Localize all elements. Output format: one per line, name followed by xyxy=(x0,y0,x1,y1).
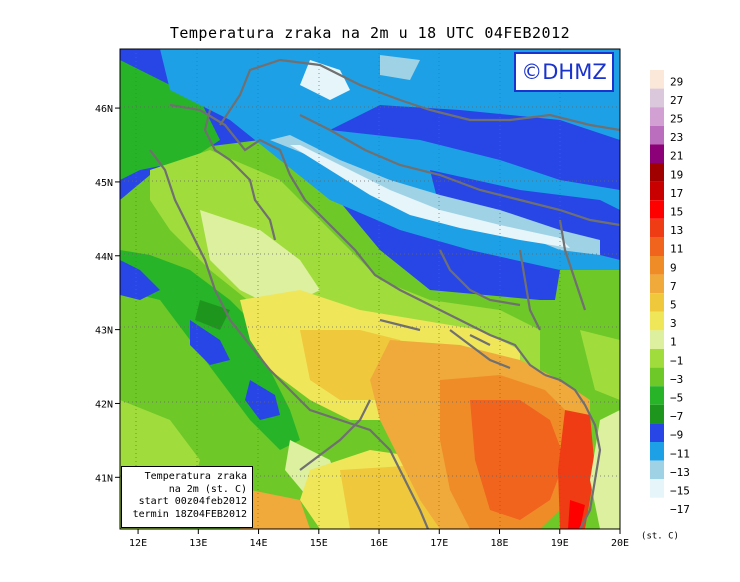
legend-label: 29 xyxy=(670,75,683,88)
legend-label: −17 xyxy=(670,503,690,516)
legend-label: −1 xyxy=(670,354,683,367)
legend-swatch xyxy=(650,386,664,405)
legend-label: 7 xyxy=(670,280,677,293)
legend-swatch xyxy=(650,125,664,145)
lon-tick-label: 19E xyxy=(551,538,569,549)
lon-tick-label: 12E xyxy=(129,538,147,549)
legend-swatch xyxy=(650,367,664,387)
latitude-ticks: 46N 45N 44N 43N 42N 41N xyxy=(95,104,120,484)
longitude-ticks: 12E 13E 14E 15E 16E 17E 18E 19E 20E xyxy=(129,529,629,549)
temperature-field xyxy=(120,49,620,529)
legend-label: −13 xyxy=(670,466,690,479)
legend-label: −5 xyxy=(670,392,683,405)
legend-label: 1 xyxy=(670,336,677,349)
map-frame xyxy=(119,48,621,530)
legend-label: −7 xyxy=(670,410,683,423)
legend-swatch xyxy=(650,311,664,331)
legend-label: 17 xyxy=(670,187,683,200)
legend-swatch xyxy=(650,200,664,219)
legend-label: −9 xyxy=(670,429,683,442)
info-line-4: termin 18Z04FEB2012 xyxy=(132,508,247,520)
legend-label: 27 xyxy=(670,94,683,107)
legend-swatch xyxy=(650,330,664,349)
legend-label: −15 xyxy=(670,485,690,498)
lon-tick-label: 20E xyxy=(611,538,629,549)
legend-label: −3 xyxy=(670,373,683,386)
legend-swatch xyxy=(650,144,664,163)
lat-tick-label: 43N xyxy=(95,326,113,337)
legend-swatch xyxy=(650,442,664,461)
lon-tick-label: 15E xyxy=(310,538,328,549)
legend-swatch xyxy=(650,497,664,517)
legend-label: 13 xyxy=(670,224,683,237)
lat-tick-label: 41N xyxy=(95,473,113,484)
legend-label: 19 xyxy=(670,168,683,181)
legend-swatch xyxy=(650,88,664,108)
legend-label: 21 xyxy=(670,150,683,163)
info-line-3: start 00z04feb2012 xyxy=(138,496,247,507)
legend-label: 3 xyxy=(670,317,677,330)
legend-unit: (st. C) xyxy=(641,531,679,541)
legend-swatch xyxy=(650,479,664,498)
legend-swatch xyxy=(650,237,664,256)
lat-tick-label: 42N xyxy=(95,399,113,410)
legend-swatch xyxy=(650,293,664,312)
lon-tick-label: 14E xyxy=(250,538,268,549)
lon-tick-label: 13E xyxy=(189,538,207,549)
legend-label: 23 xyxy=(670,131,683,144)
legend-swatch xyxy=(650,181,664,201)
coastlines xyxy=(149,58,620,529)
legend-swatch xyxy=(650,349,664,368)
map-title: Temperatura zraka na 2m u 18 UTC 04FEB20… xyxy=(169,24,571,42)
legend-label: −11 xyxy=(670,447,690,460)
lon-tick-label: 18E xyxy=(490,538,508,549)
legend-swatch xyxy=(650,256,664,275)
legend-swatch xyxy=(650,107,664,126)
legend-swatch xyxy=(650,218,664,238)
legend-label: 25 xyxy=(670,113,683,126)
legend-swatch xyxy=(650,404,664,424)
legend-label: 5 xyxy=(670,299,677,312)
info-box: Temperatura zraka na 2m (st. C) start 00… xyxy=(121,466,253,528)
lon-tick-label: 17E xyxy=(430,538,448,549)
legend-swatch xyxy=(650,423,664,442)
lon-tick-label: 16E xyxy=(370,538,388,549)
info-line-1: Temperatura zraka xyxy=(144,471,247,482)
legend-swatch xyxy=(650,460,664,480)
legend-label: 9 xyxy=(670,261,677,274)
legend-label: 15 xyxy=(670,206,683,219)
dhmz-logo: ©DHMZ xyxy=(514,52,614,92)
lat-tick-label: 44N xyxy=(95,252,113,263)
info-line-2: na 2m (st. C) xyxy=(168,483,247,495)
graticule xyxy=(120,49,620,529)
legend-swatch xyxy=(650,274,664,294)
legend-swatch xyxy=(650,163,664,182)
lat-tick-label: 45N xyxy=(95,178,113,189)
legend-swatch xyxy=(650,70,664,89)
lat-tick-label: 46N xyxy=(95,104,113,115)
legend-label: 11 xyxy=(670,243,683,256)
color-legend: 29 27 25 23 21 19 17 15 13 11 9 7 5 3 1 −1 −3 −5 −7 −9 −11 −1… xyxy=(641,70,690,541)
